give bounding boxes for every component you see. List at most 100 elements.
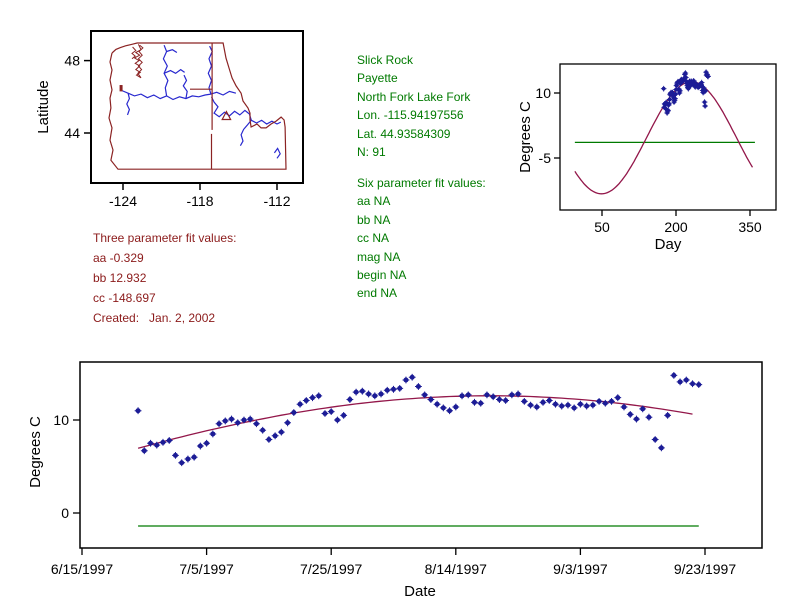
data-point-cross (253, 420, 260, 428)
six-param-title: Six parameter fit values: (357, 176, 486, 190)
map-x-tick-label: -118 (187, 193, 214, 209)
data-point-cross (677, 88, 683, 94)
data-point-cross (290, 409, 298, 416)
data-point-cross (539, 398, 547, 406)
data-point-cross (527, 401, 534, 409)
data-point-cross (246, 415, 254, 423)
data-point-cross (203, 439, 210, 447)
data-point-cross (165, 437, 173, 444)
data-point-cross (234, 419, 242, 427)
map-plot: -124 -118 -112 48 44 Latitude (35, 30, 304, 209)
data-point-cross (365, 390, 372, 398)
data-point-cross (433, 400, 441, 408)
map-y-tick-label: 48 (64, 53, 80, 69)
site-info-block: Slick Rock Payette North Fork Lake Fork … (357, 51, 470, 161)
data-point-cross (698, 79, 705, 86)
data-point-cross (315, 392, 323, 400)
seasonal-x-tick-label: 50 (594, 219, 610, 235)
date-x-tick-label: 6/15/1997 (51, 561, 113, 577)
data-point-cross (228, 415, 235, 423)
river (210, 96, 252, 146)
data-point-cross (215, 420, 223, 428)
data-point-cross (408, 373, 416, 381)
data-point-cross (676, 378, 684, 386)
data-point-cross (358, 387, 366, 395)
data-point-cross (284, 419, 291, 427)
data-point-cross (508, 391, 516, 399)
fitted-curve (137, 395, 693, 449)
data-point-cross (196, 442, 204, 450)
data-point-cross (552, 400, 559, 408)
data-point-cross (352, 388, 360, 396)
date-x-tick-label: 9/3/1997 (553, 561, 608, 577)
map-x-tick-label: -124 (109, 193, 137, 209)
data-point-cross (452, 403, 460, 411)
data-point-cross (700, 85, 707, 91)
site-latitude: Lat. 44.93584309 (357, 126, 451, 141)
degrees-axis-label: Degrees C (517, 101, 534, 173)
river (182, 74, 188, 99)
data-point-cross (702, 88, 709, 94)
data-point-cross (259, 426, 267, 434)
data-point-cross (471, 398, 478, 406)
data-point-cross (390, 385, 397, 393)
river (163, 68, 185, 75)
data-point-cross (701, 99, 708, 105)
data-point-cross (577, 400, 584, 408)
data-point-cross (309, 394, 316, 402)
data-point-cross (545, 397, 553, 404)
latitude-axis-label: Latitude (35, 80, 52, 133)
data-point-cross (458, 392, 466, 400)
data-point-cross (502, 397, 510, 404)
data-point-cross (664, 411, 672, 419)
river (166, 49, 178, 54)
three-param-title: Three parameter fit values: (93, 231, 237, 245)
data-point-cross (277, 428, 285, 436)
data-point-cross (666, 101, 672, 107)
state-outline (108, 42, 287, 170)
data-point-cross (464, 391, 472, 399)
seasonal-frame (559, 63, 777, 211)
data-point-cross (321, 410, 329, 417)
data-point-cross (371, 392, 379, 400)
data-point-cross (570, 404, 578, 412)
data-point-cross (665, 107, 671, 114)
map-frame (90, 30, 304, 184)
river (210, 90, 237, 96)
data-point-cross (514, 390, 522, 398)
data-point-cross (221, 417, 229, 425)
data-point-cross (626, 411, 634, 418)
created-date: Created: Jan. 2, 2002 (93, 311, 216, 325)
data-point-cross (520, 398, 528, 405)
three-param-cc: cc -148.697 (93, 291, 156, 305)
time-series-frame (79, 361, 763, 549)
data-point-cross (645, 413, 653, 421)
data-point-cross (383, 386, 391, 394)
data-point-cross (327, 408, 335, 416)
data-point-cross (415, 383, 422, 390)
date-x-tick-label: 8/14/1997 (425, 561, 487, 577)
data-point-cross (639, 405, 647, 413)
data-point-cross (633, 415, 640, 423)
map-x-tick-label: -112 (264, 193, 291, 209)
seasonal-x-tick-label: 200 (664, 219, 688, 235)
site-marker-triangle (221, 110, 232, 121)
data-point-cross (682, 70, 689, 76)
data-point-cross (583, 402, 591, 410)
data-point-cross (178, 459, 186, 467)
data-point-cross (172, 451, 179, 459)
data-point-cross (140, 447, 148, 455)
data-point-cross (608, 398, 615, 405)
data-point-cross (296, 400, 304, 408)
data-point-cross (402, 376, 410, 384)
data-point-cross (209, 430, 217, 438)
data-point-cross (147, 439, 154, 447)
data-point-cross (601, 399, 609, 407)
seasonal-y-tick-label: 10 (535, 85, 551, 101)
data-point-cross (265, 436, 273, 443)
puget-sound-shoreline (133, 44, 144, 79)
three-parameter-fit-block: Three parameter fit values: aa -0.329 bb… (93, 228, 236, 328)
seasonal-plot: 50 200 350 10 -5 Day Degrees C (517, 63, 777, 253)
data-point-cross (153, 441, 161, 449)
